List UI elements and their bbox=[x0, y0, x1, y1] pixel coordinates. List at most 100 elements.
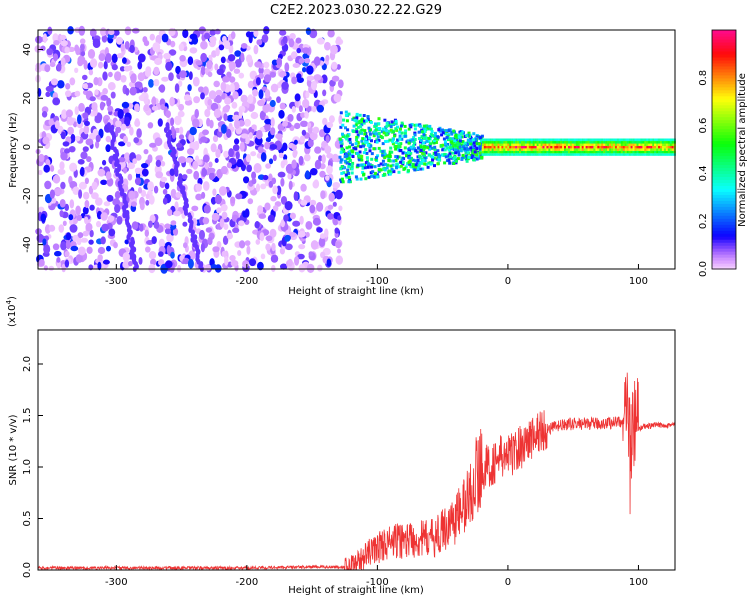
spectrogram-cell bbox=[469, 142, 473, 146]
spectrogram-cell bbox=[562, 138, 565, 142]
spectrogram-cell bbox=[491, 138, 494, 142]
spectrogram-cell bbox=[597, 148, 600, 151]
spectrogram-cell bbox=[132, 158, 138, 165]
spectrogram-cell bbox=[415, 123, 419, 127]
spectrogram-cell bbox=[487, 150, 490, 154]
spectrogram-cell bbox=[280, 219, 285, 228]
spectrogram-cell bbox=[308, 251, 314, 257]
spectrogram-cell bbox=[441, 128, 444, 132]
spectrogram-cell bbox=[269, 99, 276, 108]
spectrogram-cell bbox=[536, 143, 539, 146]
spectrogram-cell bbox=[418, 154, 422, 158]
colorbar-swatch bbox=[712, 59, 736, 64]
spectrogram-cell bbox=[413, 127, 417, 131]
spectrogram-cell bbox=[91, 192, 99, 200]
spectrogram-cell bbox=[276, 96, 281, 104]
spectrogram-cell bbox=[605, 153, 608, 156]
spectrogram-cell bbox=[172, 227, 179, 236]
spectrogram-cell bbox=[189, 47, 198, 54]
colorbar-swatch bbox=[712, 125, 736, 130]
spectrogram-cell bbox=[86, 82, 94, 89]
snr-ytick-label: 1.0 bbox=[22, 459, 33, 475]
spectrogram-cell bbox=[460, 130, 464, 134]
spectrogram-cell bbox=[497, 150, 500, 154]
spectrogram-cell bbox=[587, 143, 590, 146]
spectrogram-cell bbox=[80, 51, 86, 57]
spectrogram-cell bbox=[528, 150, 531, 154]
spectrogram-cell bbox=[454, 148, 458, 152]
spectrogram-cell bbox=[219, 218, 225, 228]
spectrogram-cell bbox=[483, 150, 486, 154]
spectrogram-cell bbox=[446, 146, 450, 150]
spectrogram-cell bbox=[660, 150, 663, 154]
spectrogram-cell bbox=[461, 155, 465, 159]
spectrogram-cell bbox=[306, 79, 312, 88]
spectrogram-cell bbox=[411, 147, 415, 151]
spectrogram-cell bbox=[429, 146, 433, 150]
spectrogram-cell bbox=[667, 148, 670, 151]
spectrogram-cell bbox=[465, 156, 469, 160]
spectrogram-cell bbox=[515, 138, 518, 142]
spectrogram-cell bbox=[355, 151, 359, 155]
spectrogram-cell bbox=[632, 143, 635, 146]
spectrogram-cell bbox=[174, 201, 179, 211]
spectrogram-cell bbox=[493, 148, 496, 151]
spectrogram-cell bbox=[577, 143, 580, 146]
spectrogram-cell bbox=[280, 196, 288, 205]
spectrogram-cell bbox=[466, 138, 470, 142]
spectrogram-cell bbox=[165, 260, 173, 269]
spectrogram-cell bbox=[481, 145, 484, 149]
spectrogram-cell bbox=[462, 145, 465, 149]
spectrogram-cell bbox=[634, 141, 637, 144]
spectrogram-cell bbox=[212, 188, 217, 196]
spectrogram-cell bbox=[98, 53, 106, 62]
spectrogram-cell bbox=[343, 166, 347, 170]
spectrogram-cell bbox=[45, 91, 51, 98]
spectrogram-cell bbox=[270, 254, 279, 263]
spectrogram-cell bbox=[630, 145, 633, 149]
spectrogram-cell bbox=[605, 143, 608, 146]
spectrogram-cell bbox=[234, 138, 240, 145]
spectrogram-cell bbox=[305, 231, 310, 238]
spectrogram-cell bbox=[335, 189, 343, 200]
spectrogram-cell bbox=[522, 145, 526, 149]
spectrogram-cell bbox=[521, 145, 524, 149]
spectrogram-cell bbox=[521, 143, 524, 146]
spectrogram-cell bbox=[427, 139, 431, 143]
spectrogram-cell bbox=[638, 138, 641, 142]
spectrogram-cell bbox=[564, 153, 567, 156]
spectrogram-cell bbox=[75, 46, 81, 56]
spectrogram-cell bbox=[616, 148, 620, 151]
spectrogram-cell bbox=[399, 164, 403, 168]
spectrogram-cell bbox=[517, 153, 520, 156]
spectrogram-cell bbox=[396, 138, 400, 142]
spectrogram-cell bbox=[316, 104, 324, 113]
spectrogram-cell bbox=[622, 148, 625, 151]
spectrogram-cell bbox=[418, 124, 422, 128]
spectrogram-cell bbox=[123, 135, 128, 144]
spectrogram-cell bbox=[324, 228, 329, 238]
spectrogram-cell bbox=[524, 145, 528, 149]
spectrogram-cell bbox=[248, 258, 257, 267]
spectrogram-cell bbox=[102, 88, 108, 95]
spectrogram-cell bbox=[544, 150, 547, 154]
spectrogram-cell bbox=[144, 229, 149, 237]
spectrogram-cell bbox=[467, 155, 471, 159]
spectrogram-ytick-label: 40 bbox=[22, 43, 33, 56]
spectrogram-cell bbox=[495, 141, 498, 144]
spectrogram-cell bbox=[603, 150, 606, 154]
spectrogram-cell bbox=[95, 197, 103, 206]
spectrogram-cell bbox=[615, 150, 618, 154]
spectrogram-cell bbox=[381, 163, 385, 167]
spectrogram-cell bbox=[562, 148, 565, 151]
spectrogram-cell bbox=[444, 132, 448, 136]
spectrogram-cell bbox=[373, 175, 377, 179]
spectrogram-cell bbox=[392, 159, 396, 163]
spectrogram-cell bbox=[338, 137, 342, 141]
spectrogram-cell bbox=[122, 252, 130, 262]
spectrogram-cell bbox=[91, 102, 98, 111]
spectrogram-cell bbox=[372, 130, 376, 134]
spectrogram-cell bbox=[177, 110, 185, 118]
spectrogram-cell bbox=[258, 66, 264, 75]
